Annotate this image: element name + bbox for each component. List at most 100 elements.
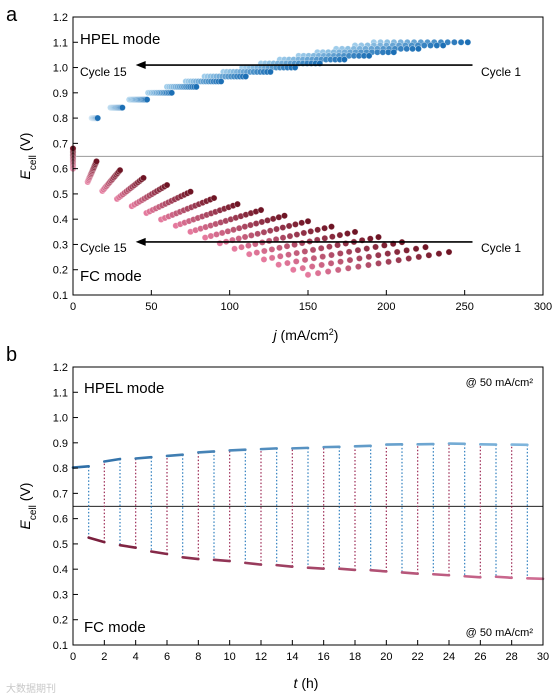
y-tick-label: 0.8 (53, 113, 68, 125)
x-tick-label: 100 (220, 301, 238, 313)
hpel-data-point (397, 45, 405, 53)
fc-data-point (375, 260, 382, 267)
x-tick-label: 22 (412, 651, 424, 663)
fc-data-point (384, 250, 392, 258)
fc-data-point (345, 248, 353, 256)
fc-data-point (435, 250, 443, 258)
fc-segment (432, 572, 451, 577)
fc-data-point (372, 243, 379, 251)
y-tick-label: 1.1 (53, 37, 68, 49)
chart-a-x-axis-label: j (mA/cm2) (272, 327, 339, 343)
hpel-cycle-1-label: Cycle 1 (481, 65, 521, 79)
fc-data-point (375, 233, 382, 241)
fc-data-point (334, 241, 341, 249)
fc-data-point (252, 220, 260, 227)
fc-data-point (286, 232, 294, 240)
fc-data-point (298, 219, 306, 227)
hpel-data-point (168, 89, 176, 97)
fc-data-point (268, 246, 276, 253)
fc-data-point (334, 266, 342, 274)
hpel-data-point (118, 104, 126, 112)
fc-data-point (285, 251, 292, 259)
fc-segment (118, 543, 137, 550)
chart-b-frame (72, 366, 544, 646)
chart-a-axes: 0 50 100 150 200 250 300 0.1 0.2 0.3 0.4 0.5 0.6 0.7 0… (53, 12, 552, 313)
fc-data-point (354, 246, 362, 254)
hpel-segment (353, 444, 372, 448)
fc-data-point (415, 253, 423, 261)
fc-data-point (354, 263, 362, 271)
fc-data-point (269, 215, 277, 223)
x-tick-label: 4 (133, 651, 139, 663)
x-tick-label: 10 (224, 651, 236, 663)
fc-data-point (344, 264, 352, 272)
fc-data-point (309, 246, 317, 254)
fc-data-point (276, 252, 284, 260)
chart-b-x-axis-label: t (h) (294, 675, 319, 691)
fc-data-point (318, 261, 326, 269)
y-tick-label: 0.3 (53, 239, 68, 251)
fc-data-point (298, 239, 306, 247)
fc-data-point (241, 223, 249, 231)
fc-data-point (344, 230, 351, 237)
fc-data-point (366, 235, 374, 243)
fc-data-point (281, 212, 288, 220)
x-tick-label: 6 (164, 651, 170, 663)
fc-data-point (374, 251, 382, 259)
fc-data-point (260, 228, 268, 236)
chart-a-fc-arrow (135, 237, 473, 246)
chart-b-axes: 0 2 4 6 8 10 12 14 16 18 20 22 24 26 28 300.10.20.30.40… (53, 362, 549, 663)
fc-data-point (247, 231, 255, 239)
fc-data-point (235, 235, 243, 242)
fc-cycle-1-label: Cycle 1 (481, 241, 521, 255)
x-tick-label: 14 (286, 651, 298, 663)
y-tick-label: 1.2 (53, 362, 68, 374)
hpel-data-point (420, 42, 428, 49)
hpel-data-point (341, 56, 348, 63)
fc-data-point (207, 232, 215, 240)
hpel-segment (71, 465, 90, 469)
fc-data-point (328, 223, 335, 231)
hpel-data-point (192, 83, 200, 91)
hpel-data-point (409, 45, 416, 53)
fc-segment (369, 568, 388, 573)
chart-b-hpel-mode-label: HPEL mode (84, 380, 164, 397)
fc-data-point (257, 206, 265, 214)
y-tick-label: 0.5 (53, 539, 68, 551)
fc-data-point (234, 200, 241, 208)
x-tick-label: 20 (380, 651, 392, 663)
fc-data-point (276, 244, 283, 252)
fc-data-point (365, 253, 373, 261)
hpel-data-point (444, 38, 452, 46)
y-tick-label: 1.0 (53, 413, 68, 425)
fc-data-point (324, 268, 332, 275)
fc-data-point (356, 255, 363, 262)
fc-data-point (264, 217, 271, 224)
fc-data-point (213, 231, 220, 238)
hpel-data-point (464, 38, 472, 46)
fc-data-point (393, 248, 401, 256)
fc-data-point (363, 245, 371, 252)
hpel-data-point (450, 38, 458, 46)
hpel-segment (228, 448, 247, 452)
hpel-data-point (266, 68, 274, 76)
fc-data-point (405, 255, 413, 262)
fc-data-point (336, 250, 344, 257)
hpel-segment (259, 447, 278, 451)
fc-data-point (327, 259, 335, 267)
hpel-data-point (433, 42, 441, 49)
x-tick-label: 150 (299, 301, 317, 313)
panel-a-letter: a (6, 4, 18, 26)
fc-data-point (292, 220, 299, 228)
fc-segment (494, 575, 513, 580)
fc-data-point (321, 224, 328, 232)
fc-data-point (285, 222, 293, 230)
fc-data-point (412, 245, 420, 253)
fc-data-point (310, 254, 318, 262)
fc-data-point (284, 259, 291, 267)
fc-data-point (346, 256, 354, 264)
hpel-segment (197, 450, 216, 454)
x-tick-label: 200 (377, 301, 395, 313)
panel-b-letter: b (6, 344, 17, 366)
fc-segment (306, 566, 325, 570)
